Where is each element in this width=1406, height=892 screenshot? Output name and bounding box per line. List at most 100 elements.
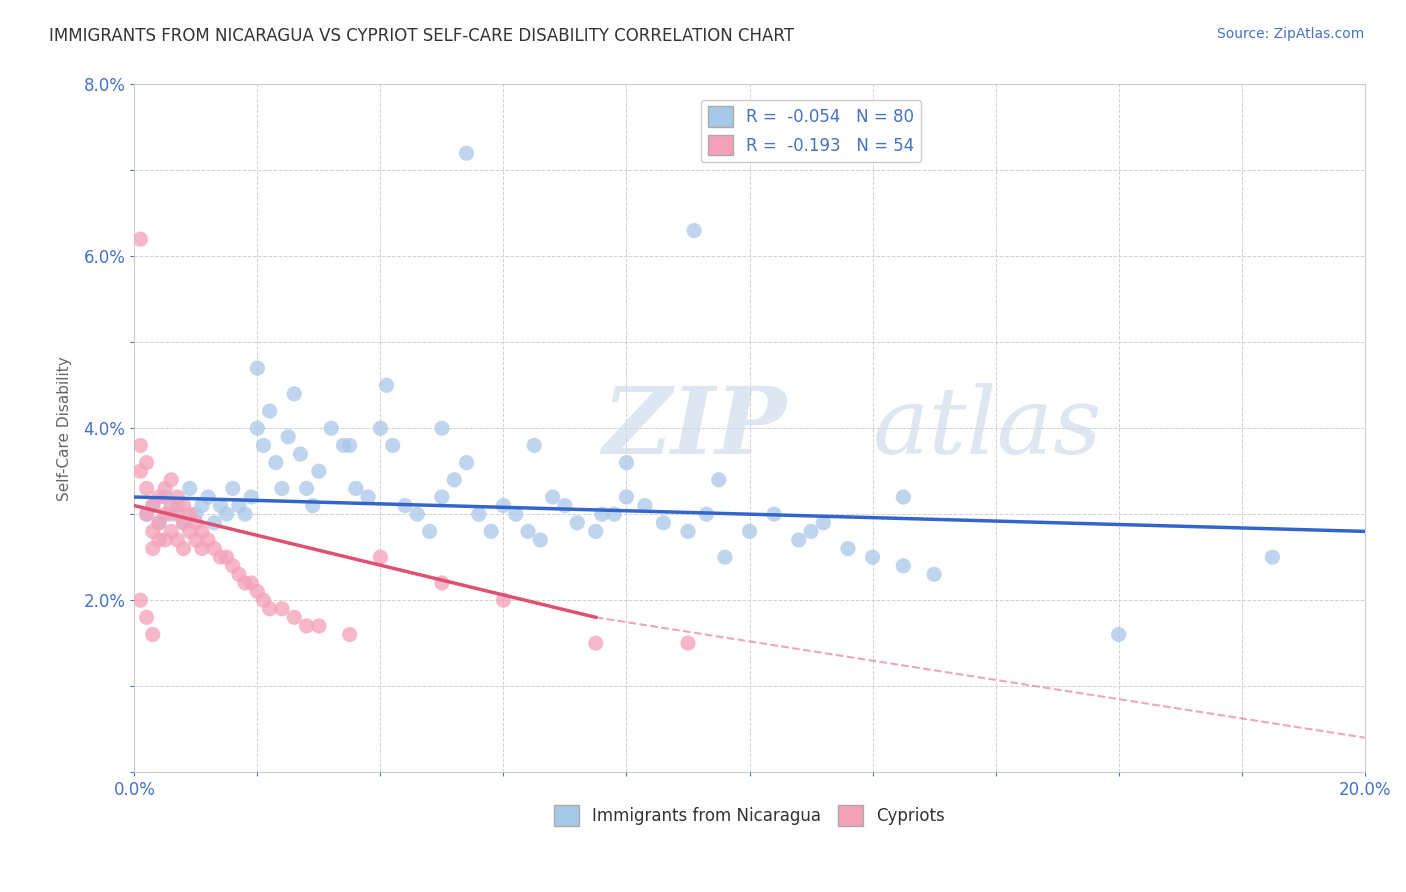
Point [135, 482, 157, 496]
Point [585, 636, 607, 650]
Point [142, 541, 165, 556]
Point [173, 499, 195, 513]
Point [271, 601, 294, 615]
Point [160, 524, 183, 539]
Point [738, 524, 761, 539]
Point [173, 516, 195, 530]
Point [184, 507, 207, 521]
Point [714, 550, 737, 565]
Point [191, 499, 214, 513]
Point [148, 516, 170, 530]
Point [301, 499, 323, 513]
Point [763, 507, 786, 521]
Point [468, 507, 491, 521]
Point [222, 558, 245, 573]
Point [179, 482, 201, 496]
Point [148, 533, 170, 547]
Point [652, 516, 675, 530]
Point [800, 524, 823, 539]
Point [209, 550, 232, 565]
Point [332, 438, 354, 452]
Y-axis label: Self-Care Disability: Self-Care Disability [58, 356, 72, 500]
Point [215, 507, 238, 521]
Point [179, 524, 201, 539]
Point [1108, 627, 1130, 641]
Point [135, 456, 157, 470]
Point [173, 541, 195, 556]
Point [419, 524, 441, 539]
Point [634, 499, 657, 513]
Point [202, 516, 225, 530]
Point [430, 576, 453, 591]
Point [370, 421, 392, 435]
Point [240, 490, 263, 504]
Text: Source: ZipAtlas.com: Source: ZipAtlas.com [1216, 27, 1364, 41]
Point [142, 499, 165, 513]
Point [492, 499, 515, 513]
Point [554, 499, 576, 513]
Text: atlas: atlas [873, 384, 1102, 474]
Point [891, 558, 914, 573]
Point [153, 533, 176, 547]
Point [308, 464, 330, 478]
Point [370, 550, 392, 565]
Point [160, 499, 183, 513]
Point [430, 490, 453, 504]
Point [344, 482, 367, 496]
Point [184, 533, 207, 547]
Point [153, 490, 176, 504]
Point [148, 490, 170, 504]
Point [135, 507, 157, 521]
Point [228, 567, 250, 582]
Point [277, 430, 299, 444]
Point [479, 524, 502, 539]
Point [191, 524, 214, 539]
Point [357, 490, 380, 504]
Text: IMMIGRANTS FROM NICARAGUA VS CYPRIOT SELF-CARE DISABILITY CORRELATION CHART: IMMIGRANTS FROM NICARAGUA VS CYPRIOT SEL… [49, 27, 794, 45]
Text: ZIP: ZIP [602, 384, 786, 474]
Point [492, 593, 515, 607]
Legend: Immigrants from Nicaragua, Cypriots: Immigrants from Nicaragua, Cypriots [547, 799, 952, 832]
Point [517, 524, 540, 539]
Point [135, 610, 157, 624]
Point [166, 499, 188, 513]
Point [456, 146, 478, 161]
Point [375, 378, 398, 392]
Point [922, 567, 945, 582]
Point [153, 482, 176, 496]
Point [1261, 550, 1284, 565]
Point [394, 499, 416, 513]
Point [683, 223, 706, 237]
Point [308, 619, 330, 633]
Point [381, 438, 404, 452]
Point [456, 456, 478, 470]
Point [142, 627, 165, 641]
Point [197, 490, 219, 504]
Point [695, 507, 717, 521]
Point [676, 636, 699, 650]
Point [813, 516, 835, 530]
Point [259, 404, 281, 418]
Point [209, 499, 232, 513]
Point [406, 507, 429, 521]
Point [135, 507, 157, 521]
Point [862, 550, 884, 565]
Point [252, 438, 274, 452]
Point [228, 499, 250, 513]
Point [264, 456, 287, 470]
Point [129, 232, 152, 246]
Point [202, 541, 225, 556]
Point [567, 516, 589, 530]
Point [173, 516, 195, 530]
Point [166, 490, 188, 504]
Point [142, 499, 165, 513]
Point [707, 473, 730, 487]
Point [240, 576, 263, 591]
Point [129, 438, 152, 452]
Point [246, 421, 269, 435]
Point [616, 456, 638, 470]
Point [295, 619, 318, 633]
Point [160, 473, 183, 487]
Point [505, 507, 527, 521]
Point [129, 593, 152, 607]
